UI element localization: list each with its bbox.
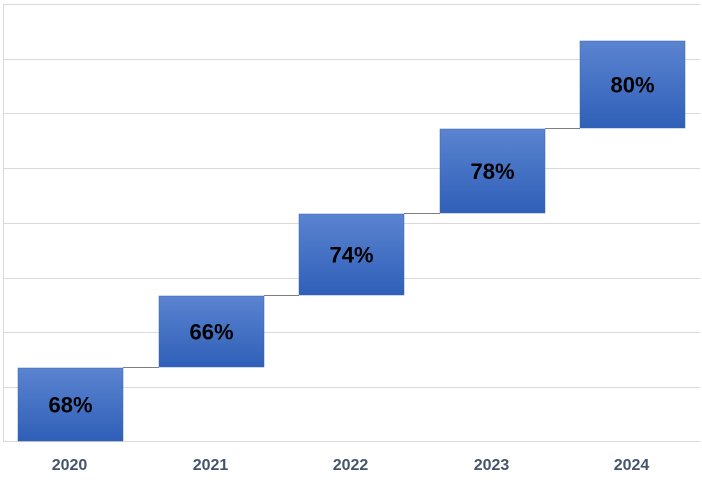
- bar-2021: [158, 295, 265, 368]
- bars: 68% 66% 74% 78% 80%: [17, 40, 686, 442]
- bar-2020: [17, 367, 124, 442]
- x-tick-2024: 2024: [614, 457, 650, 474]
- bar-2024: [579, 40, 686, 129]
- x-axis-ticks: 2020 2021 2022 2023 2024: [52, 457, 650, 474]
- bar-2022: [298, 213, 405, 296]
- x-tick-2022: 2022: [333, 457, 369, 474]
- bar-label-2020: 68%: [48, 393, 92, 418]
- x-tick-2021: 2021: [193, 457, 229, 474]
- bar-label-2024: 80%: [610, 73, 654, 98]
- bar-label-2021: 66%: [189, 320, 233, 345]
- bar-2023: [439, 128, 546, 214]
- connectors: [123, 128, 580, 368]
- x-tick-2020: 2020: [52, 457, 88, 474]
- bar-label-2023: 78%: [470, 159, 514, 184]
- x-tick-2023: 2023: [474, 457, 510, 474]
- bar-label-2022: 74%: [329, 243, 373, 268]
